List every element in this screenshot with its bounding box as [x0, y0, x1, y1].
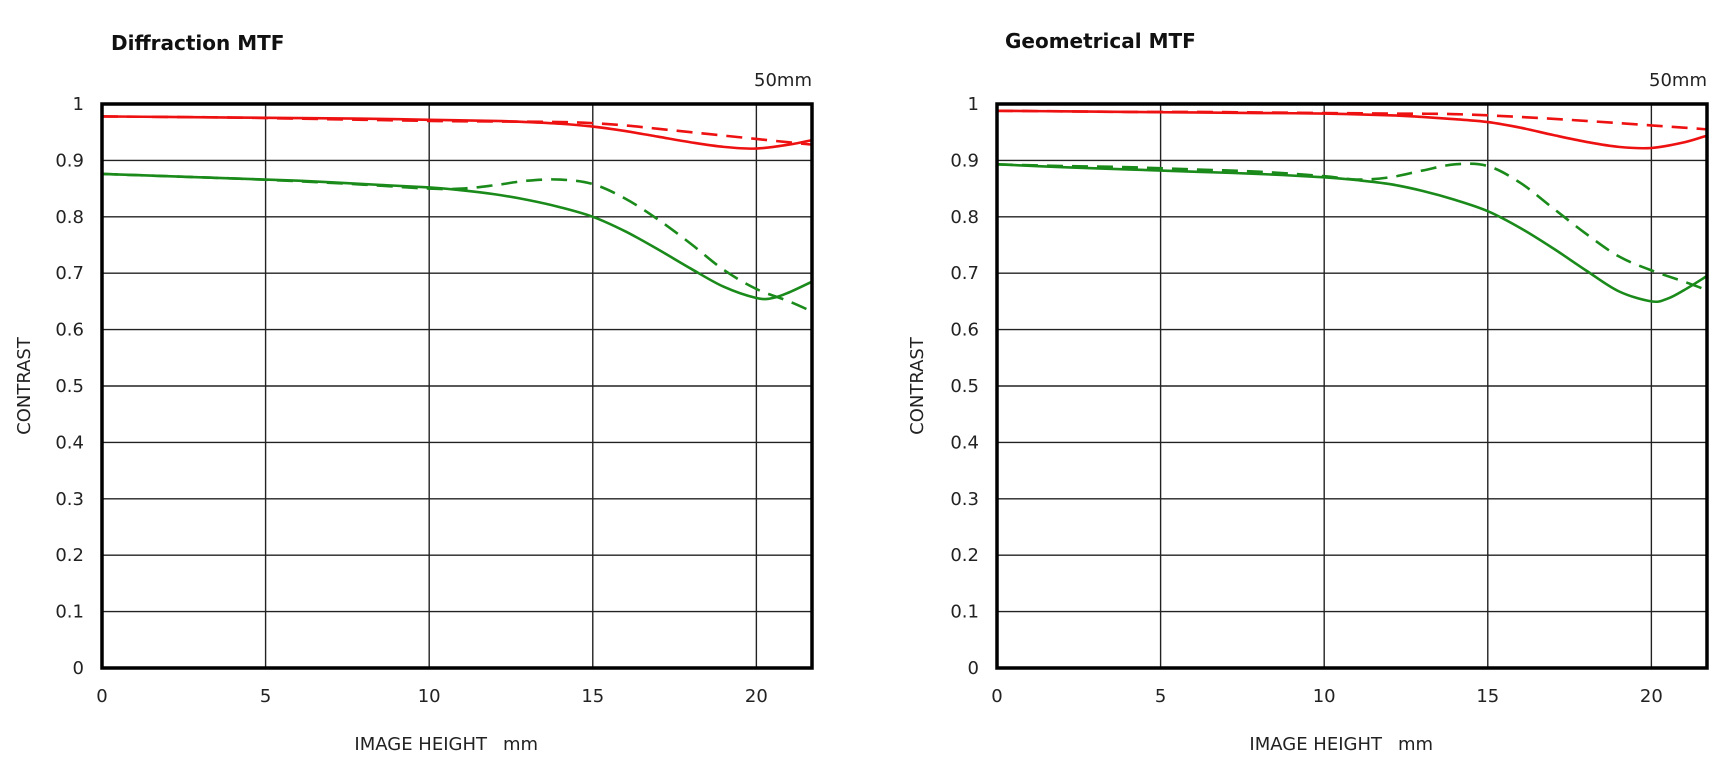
x-axis-unit: mm	[1398, 734, 1433, 755]
x-tick-label: 10	[418, 686, 441, 707]
y-tick-label: 0.9	[950, 150, 979, 171]
x-tick-label: 15	[1476, 686, 1499, 707]
x-tick-label: 20	[745, 686, 768, 707]
series-2-red-dashed	[996, 109, 1708, 131]
plot-frame	[100, 102, 814, 670]
x-axis-label: IMAGE HEIGHT	[1249, 734, 1383, 755]
y-tick-label: 0.9	[55, 150, 84, 171]
chart-title: Diffraction MTF	[111, 31, 284, 55]
y-tick-label: 0.8	[950, 207, 979, 228]
series-2-red-dashed	[101, 115, 813, 146]
y-tick-label: 0.1	[950, 602, 979, 623]
x-tick-label: 0	[991, 686, 1002, 707]
y-tick-label: 0.2	[55, 545, 84, 566]
y-axis-label: CONTRAST	[14, 336, 35, 435]
plot-frame	[995, 102, 1709, 670]
y-tick-label: 0.6	[55, 320, 84, 341]
x-axis-unit: mm	[503, 734, 538, 755]
y-tick-label: 0.1	[55, 602, 84, 623]
chart-title: Geometrical MTF	[1005, 29, 1196, 53]
y-tick-label: 0.2	[950, 545, 979, 566]
y-tick-label: 0.4	[55, 432, 84, 453]
y-tick-label: 0.7	[950, 263, 979, 284]
series-1-red-solid	[996, 109, 1708, 150]
x-tick-label: 15	[581, 686, 604, 707]
y-tick-label: 0	[968, 658, 979, 679]
y-tick-label: 0.6	[950, 320, 979, 341]
y-tick-label: 0.5	[950, 376, 979, 397]
y-tick-label: 0.4	[950, 432, 979, 453]
x-tick-label: 10	[1313, 686, 1336, 707]
x-tick-label: 5	[1155, 686, 1166, 707]
series-3-green-solid	[996, 163, 1708, 304]
y-tick-label: 0.3	[55, 489, 84, 510]
focal-length-label: 50mm	[754, 70, 812, 91]
x-tick-label: 20	[1640, 686, 1663, 707]
x-tick-label: 0	[96, 686, 107, 707]
series-group	[996, 109, 1708, 304]
x-axis-label: IMAGE HEIGHT	[354, 734, 488, 755]
y-axis-label: CONTRAST	[907, 336, 928, 435]
y-tick-label: 0	[73, 658, 84, 679]
x-tick-label: 5	[260, 686, 271, 707]
y-tick-label: 0.7	[55, 263, 84, 284]
series-4-green-dashed	[101, 172, 813, 313]
y-tick-label: 0.5	[55, 376, 84, 397]
series-4-green-dashed	[996, 162, 1708, 292]
grid	[996, 103, 1707, 669]
focal-length-label: 50mm	[1649, 70, 1707, 91]
geometrical-mtf-chart: Geometrical MTF50mm00.10.20.30.40.50.60.…	[907, 29, 1709, 755]
y-tick-label: 0.8	[55, 207, 84, 228]
y-tick-label: 1	[73, 94, 84, 115]
y-tick-label: 0.3	[950, 489, 979, 510]
series-group	[101, 115, 813, 313]
y-tick-label: 1	[968, 94, 979, 115]
diffraction-mtf-chart: Diffraction MTF50mm00.10.20.30.40.50.60.…	[14, 31, 814, 755]
series-3-green-solid	[101, 172, 813, 301]
